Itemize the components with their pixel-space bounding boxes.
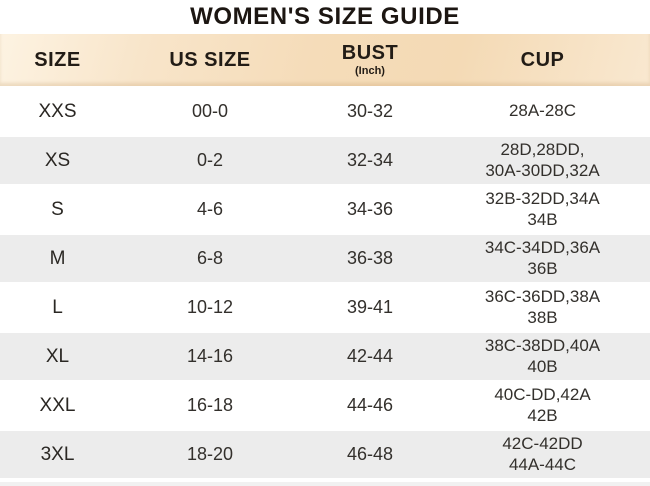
us-size-cell: 18-20: [186, 444, 234, 464]
size-cell: XXS: [38, 100, 77, 122]
title-bar: WOMEN'S SIZE GUIDE: [0, 0, 650, 34]
cup-cell: 28D,28DD, 30A-30DD,32A: [485, 139, 600, 180]
cup-cell: 42C-42DD 44A-44C: [502, 433, 583, 474]
bust-cell: 44-46: [346, 395, 394, 415]
table-row-xs: XS 0-2 32-34 28D,28DD, 30A-30DD,32A: [0, 137, 650, 186]
us-size-cell: 16-18: [186, 395, 234, 415]
size-cell: S: [51, 198, 64, 220]
bust-cell: 36-38: [346, 248, 394, 268]
header-bust-label: BUST: [341, 42, 399, 64]
table-row-l: L 10-12 39-41 36C-36DD,38A 38B: [0, 284, 650, 333]
table-row-xxs: XXS 00-0 30-32 28A-28C: [0, 88, 650, 137]
us-size-cell: 6-8: [196, 248, 223, 268]
table-row-3xl: 3XL 18-20 46-48 42C-42DD 44A-44C: [0, 431, 650, 480]
table-row-s: S 4-6 34-36 32B-32DD,34A 34B: [0, 186, 650, 235]
us-size-cell: 0-2: [196, 150, 223, 170]
header-cup: CUP: [520, 48, 565, 71]
bust-cell: 34-36: [346, 199, 394, 219]
bust-cell: 46-48: [346, 444, 394, 464]
table-header-row: SIZE US SIZE BUST (Inch) CUP: [0, 34, 650, 86]
partial-next-row-strip: [0, 480, 650, 486]
table-row-m: M 6-8 36-38 34C-34DD,36A 36B: [0, 235, 650, 284]
header-bust-unit: (Inch): [355, 65, 385, 77]
cup-cell: 36C-36DD,38A 38B: [484, 286, 601, 327]
us-size-cell: 4-6: [196, 199, 223, 219]
cup-cell: 40C-DD,42A 42B: [494, 384, 591, 425]
cup-cell: 28A-28C: [508, 101, 577, 121]
cup-cell: 34C-34DD,36A 36B: [484, 237, 601, 278]
size-cell: XL: [45, 345, 70, 367]
size-cell: M: [49, 247, 66, 269]
size-cell: XS: [44, 149, 71, 171]
size-cell: 3XL: [40, 443, 75, 465]
us-size-cell: 00-0: [191, 101, 229, 121]
table-row-xl: XL 14-16 42-44 38C-38DD,40A 40B: [0, 333, 650, 382]
size-cell: XXL: [39, 394, 76, 416]
bust-cell: 39-41: [346, 297, 394, 317]
header-us-size: US SIZE: [169, 48, 251, 71]
table-body: XXS 00-0 30-32 28A-28C XS 0-2 32-34 28D,…: [0, 88, 650, 480]
cup-cell: 38C-38DD,40A 40B: [484, 335, 601, 376]
size-cell: L: [52, 296, 63, 318]
bust-cell: 42-44: [346, 346, 394, 366]
cup-cell: 32B-32DD,34A 34B: [485, 188, 600, 229]
page-title: WOMEN'S SIZE GUIDE: [190, 3, 460, 30]
us-size-cell: 10-12: [186, 297, 234, 317]
table-row-xxl: XXL 16-18 44-46 40C-DD,42A 42B: [0, 382, 650, 431]
us-size-cell: 14-16: [186, 346, 234, 366]
header-bust: BUST (Inch): [305, 43, 435, 77]
bust-cell: 30-32: [346, 101, 394, 121]
header-size: SIZE: [34, 48, 81, 71]
bust-cell: 32-34: [346, 150, 394, 170]
